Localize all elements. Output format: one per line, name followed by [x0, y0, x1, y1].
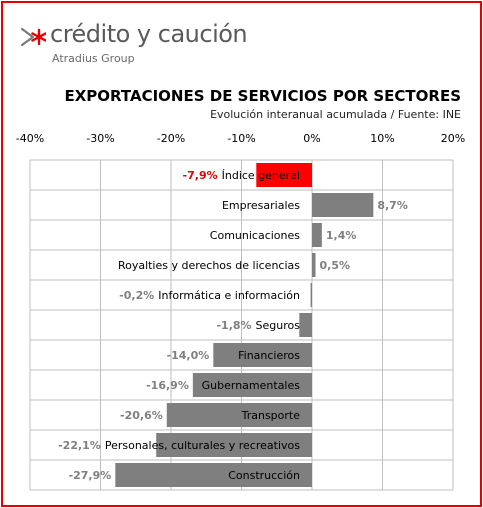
chart-labels: Índice general -7,9% Empresariales 8,7% Comu…	[58, 169, 408, 482]
bar	[213, 343, 312, 367]
x-tick-label: -10%	[227, 132, 255, 145]
chart-bars	[115, 163, 374, 487]
value-label: 0,5%	[320, 259, 351, 272]
x-tick-label: 0%	[303, 132, 320, 145]
x-tick-label: 20%	[441, 132, 465, 145]
bar	[312, 193, 374, 217]
x-tick-label: -40%	[16, 132, 44, 145]
category-label: Royalties y derechos de licencias	[118, 259, 300, 272]
brand-name: crédito y caución	[50, 20, 248, 48]
category-label: Construcción	[228, 469, 300, 482]
value-label: -0,2%	[119, 289, 154, 302]
x-axis-ticks: -40% -30% -20% -10% 0% 10% 20%	[16, 132, 465, 145]
brand-group: Atradius Group	[52, 52, 135, 65]
bar	[312, 223, 322, 247]
value-label: -1,8%	[216, 319, 251, 332]
bar	[166, 403, 312, 427]
category-label: Comunicaciones	[210, 229, 300, 242]
value-label: 1,4%	[326, 229, 357, 242]
category-label: Gubernamentales	[202, 379, 301, 392]
bar	[310, 283, 312, 307]
category-label: Financieros	[238, 349, 300, 362]
chart-subtitle: Evolución interanual acumulada / Fuente:…	[210, 108, 461, 121]
chart-title: EXPORTACIONES DE SERVICIOS POR SECTORES	[64, 87, 461, 105]
x-tick-label: 10%	[370, 132, 394, 145]
category-label: Transporte	[241, 409, 301, 422]
category-label: Índice general	[222, 169, 300, 182]
value-label: -14,0%	[167, 349, 210, 362]
bar	[299, 313, 312, 337]
category-label: Seguros	[256, 319, 301, 332]
value-label: -22,1%	[58, 439, 101, 452]
value-label: -27,9%	[69, 469, 112, 482]
category-label: Empresariales	[222, 199, 300, 212]
value-label: 8,7%	[377, 199, 408, 212]
category-label: Informática e información	[158, 289, 300, 302]
bar	[156, 433, 312, 457]
value-label: -16,9%	[146, 379, 189, 392]
bar	[312, 253, 316, 277]
brand-mark-icon	[20, 27, 46, 47]
value-label: -20,6%	[120, 409, 163, 422]
value-label: -7,9%	[183, 169, 218, 182]
x-tick-label: -30%	[86, 132, 114, 145]
bar	[115, 463, 313, 487]
category-label: Personales, culturales y recreativos	[105, 439, 300, 452]
bar	[256, 163, 312, 187]
x-tick-label: -20%	[157, 132, 185, 145]
chart-gridlines	[29, 159, 454, 491]
bar	[192, 373, 312, 397]
